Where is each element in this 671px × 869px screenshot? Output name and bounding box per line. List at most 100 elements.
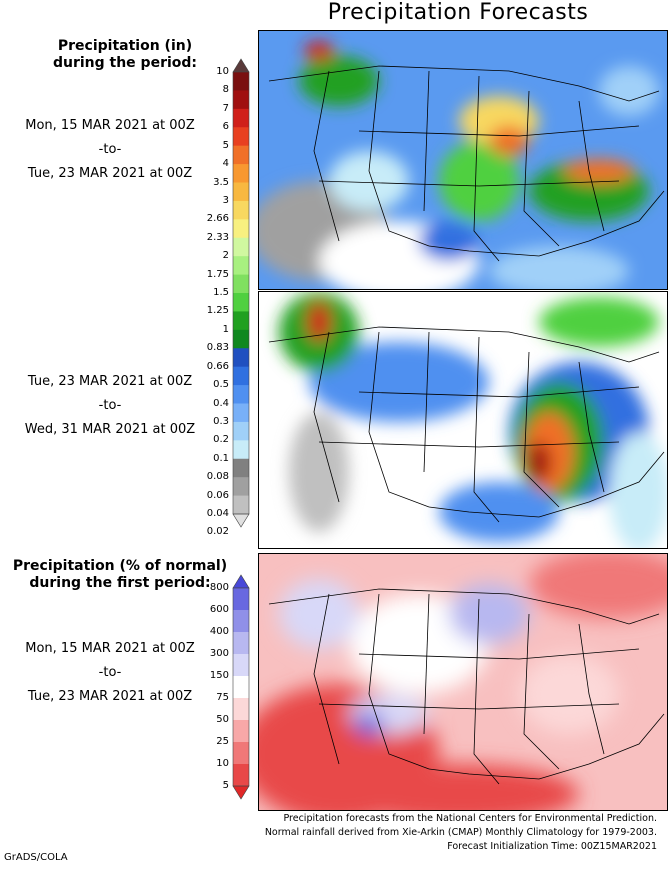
period1-end: Tue, 23 MAR 2021 at 00Z	[27, 166, 193, 181]
colorbar-segment	[233, 495, 249, 515]
colorbar-segment	[233, 182, 249, 202]
colorbar-tick-label: 6	[222, 121, 229, 133]
grads-credit: GrADS/COLA	[4, 852, 68, 863]
colorbar-segment	[233, 219, 249, 239]
colorbar-segment	[233, 108, 249, 128]
colorbar-tick-label: 10	[216, 66, 229, 77]
colorbar-segment	[233, 610, 249, 633]
colorbar-segment	[233, 329, 249, 349]
period1-label: Mon, 15 MAR 2021 at 00Z -to- Tue, 23 MAR…	[5, 114, 215, 186]
colorbar-tick-label: 0.5	[213, 379, 229, 391]
footer-line3: Forecast Initialization Time: 00Z15MAR20…	[447, 841, 657, 852]
colorbar-segment	[232, 58, 250, 73]
period2-end: Wed, 31 MAR 2021 at 00Z	[24, 422, 196, 437]
period2-start: Tue, 23 MAR 2021 at 00Z	[27, 374, 193, 389]
period3-sep: -to-	[98, 665, 122, 680]
legend-percent-heading: Precipitation (% of normal) during the f…	[10, 558, 230, 592]
colorbar-tick-label: 5	[222, 780, 229, 791]
colorbar-tick-label: 0.06	[206, 489, 229, 501]
colorbar-tick-label: 5	[222, 139, 229, 151]
colorbar-tick-label: 0.66	[206, 360, 229, 372]
colorbar-segment	[232, 574, 250, 589]
colorbar-segment	[233, 588, 249, 611]
percent-colorbar	[232, 574, 250, 800]
period2-sep: -to-	[98, 398, 122, 413]
map-panel-period2	[258, 291, 668, 549]
colorbar-tick-label: 800	[209, 582, 229, 593]
colorbar-tick-label: 0.2	[213, 434, 229, 446]
colorbar-segment	[233, 676, 249, 699]
colorbar-tick-label: 2	[222, 250, 229, 262]
footer-line2: Normal rainfall derived from Xie-Arkin (…	[264, 827, 657, 838]
legend-percent-heading-line1: Precipitation (% of normal)	[12, 558, 228, 574]
colorbar-tick-label: 1.5	[213, 287, 229, 298]
colorbar-tick-label: 0.83	[206, 342, 229, 354]
colorbar-tick-label: 600	[209, 604, 229, 615]
colorbar-segment	[233, 403, 249, 423]
colorbar-segment	[233, 200, 249, 220]
colorbar-segment	[233, 632, 249, 655]
colorbar-tick-label: 150	[209, 670, 229, 681]
colorbar-outline	[232, 587, 250, 787]
colorbar-segment	[233, 256, 249, 276]
colorbar-tick-label: 25	[216, 736, 229, 747]
colorbar-segment	[233, 274, 249, 294]
colorbar-segment	[233, 127, 249, 147]
colorbar-tick-label: 0.08	[206, 471, 229, 483]
legend-precip-heading: Precipitation (in) during the period:	[40, 38, 210, 72]
period3-start: Mon, 15 MAR 2021 at 00Z	[25, 641, 195, 656]
map-panel-percent-normal	[258, 553, 668, 811]
map-panel-period1	[258, 30, 668, 290]
footer-line1: Precipitation forecasts from the Nationa…	[283, 813, 657, 824]
legend-percent-heading-line2: during the first period:	[29, 575, 211, 591]
colorbar-segment	[233, 293, 249, 312]
colorbar-segment	[233, 366, 249, 386]
colorbar-tick-label: 7	[222, 102, 229, 114]
colorbar-segment	[232, 785, 250, 800]
period2-label: Tue, 23 MAR 2021 at 00Z -to- Wed, 31 MAR…	[5, 370, 215, 442]
colorbar-outline	[232, 71, 250, 515]
colorbar-tick-label: 1.75	[206, 268, 229, 280]
colorbar-segment	[233, 458, 249, 478]
colorbar-tick-label: 3	[222, 194, 229, 206]
period1-start: Mon, 15 MAR 2021 at 00Z	[25, 118, 195, 133]
period3-end: Tue, 23 MAR 2021 at 00Z	[27, 689, 193, 704]
colorbar-segment	[233, 311, 249, 331]
colorbar-tick-label: 3.5	[213, 176, 229, 188]
colorbar-tick-label: 75	[216, 692, 229, 703]
colorbar-segment	[233, 720, 249, 743]
colorbar-segment	[233, 440, 249, 460]
colorbar-tick-label: 1.25	[206, 305, 229, 317]
legend-precip-heading-line1: Precipitation (in)	[57, 38, 193, 54]
colorbar-segment	[233, 72, 249, 91]
colorbar-tick-label: 8	[222, 84, 229, 96]
period1-sep: -to-	[98, 142, 122, 157]
colorbar-tick-label: 1	[222, 323, 229, 335]
colorbar-tick-label: 50	[216, 714, 229, 725]
colorbar-segment	[233, 237, 249, 257]
colorbar-tick-label: 300	[209, 648, 229, 659]
colorbar-segment	[233, 385, 249, 404]
colorbar-segment	[233, 698, 249, 721]
colorbar-tick-label: 0.3	[213, 415, 229, 427]
colorbar-tick-label: 10	[216, 758, 229, 769]
legend-precip-heading-line2: during the period:	[52, 55, 198, 71]
colorbar-segment	[233, 477, 249, 497]
colorbar-segment	[233, 742, 249, 765]
colorbar-segment	[233, 764, 249, 787]
page-title: Precipitation Forecasts	[327, 0, 589, 25]
colorbar-segment	[232, 513, 250, 528]
colorbar-segment	[233, 164, 249, 183]
precip-colorbar	[232, 58, 250, 528]
footer-notes: Precipitation forecasts from the Nationa…	[265, 812, 657, 854]
colorbar-tick-label: 0.04	[206, 508, 229, 519]
colorbar-segment	[233, 348, 249, 368]
colorbar-tick-label: 0.02	[206, 526, 229, 538]
colorbar-tick-label: 4	[222, 158, 229, 170]
colorbar-tick-label: 2.66	[206, 213, 229, 225]
colorbar-tick-label: 0.4	[213, 397, 229, 409]
colorbar-tick-label: 400	[209, 626, 229, 637]
period3-label: Mon, 15 MAR 2021 at 00Z -to- Tue, 23 MAR…	[5, 637, 215, 709]
colorbar-segment	[233, 90, 249, 110]
colorbar-tick-label: 0.1	[213, 452, 229, 464]
